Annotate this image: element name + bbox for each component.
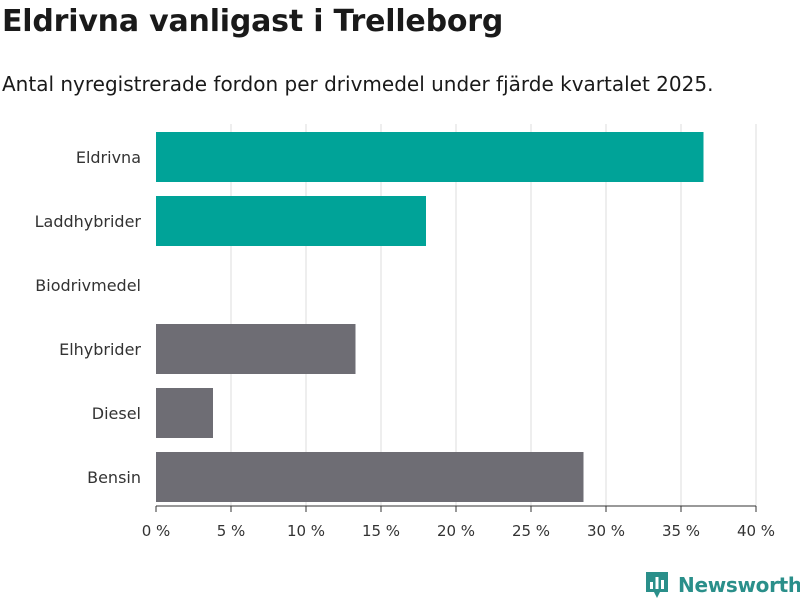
category-label: Diesel (92, 404, 141, 423)
category-label: Eldrivna (76, 148, 141, 167)
bar (156, 388, 213, 438)
x-tick-label: 10 % (287, 522, 325, 540)
chart-subtitle: Antal nyregistrerade fordon per drivmede… (2, 72, 714, 96)
x-tick-label: 5 % (217, 522, 246, 540)
x-axis: 0 % 5 % 10 % 15 % 20 % 25 % 30 % 35 % 40 % (142, 505, 775, 540)
brand-name: Newsworthy (678, 573, 800, 597)
category-label: Biodrivmedel (35, 276, 141, 295)
x-tick-label: 35 % (662, 522, 700, 540)
category-label: Laddhybrider (35, 212, 142, 231)
bar (156, 324, 356, 374)
x-tick-label: 40 % (737, 522, 775, 540)
gridlines (230, 124, 757, 506)
bars (156, 132, 704, 502)
x-tick-label: 25 % (512, 522, 550, 540)
x-tick-label: 0 % (142, 522, 171, 540)
category-label: Elhybrider (59, 340, 141, 359)
bar-chart-logo-icon (646, 572, 668, 598)
x-tick-label: 30 % (587, 522, 625, 540)
category-label: Bensin (87, 468, 141, 487)
x-tick-label: 15 % (362, 522, 400, 540)
bar (156, 452, 584, 502)
bar (156, 196, 426, 246)
newsworthy-logo: Newsworthy (644, 570, 800, 600)
category-labels: Eldrivna Laddhybrider Biodrivmedel Elhybrid… (35, 148, 142, 487)
bar (156, 132, 704, 182)
chart-title: Eldrivna vanligast i Trelleborg (2, 4, 504, 39)
x-tick-label: 20 % (437, 522, 475, 540)
